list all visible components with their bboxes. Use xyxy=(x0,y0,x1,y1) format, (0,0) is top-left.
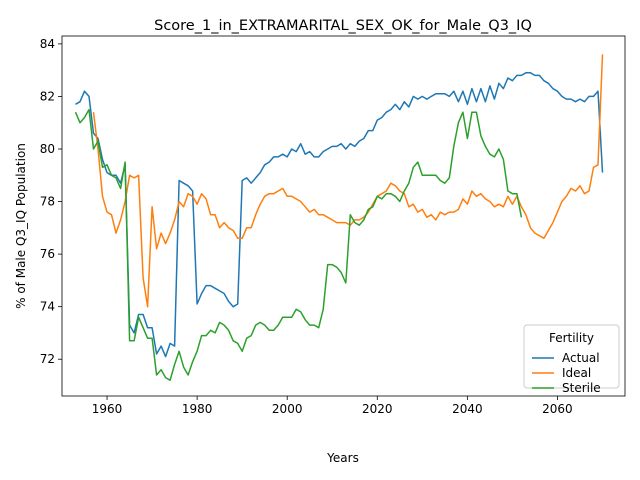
y-tick-label: 82 xyxy=(40,89,55,103)
legend-label-actual: Actual xyxy=(562,351,600,365)
x-tick-label: 2000 xyxy=(272,402,303,416)
y-axis-label: % of Male Q3_IQ Population xyxy=(14,143,28,309)
x-axis-label: Years xyxy=(326,451,359,465)
series-line-sterile xyxy=(74,108,523,381)
chart-title: Score_1_in_EXTRAMARITAL_SEX_OK_for_Male_… xyxy=(154,18,532,34)
axes-frame xyxy=(61,35,626,397)
legend-label-sterile: Sterile xyxy=(562,381,601,395)
y-tick-label: 74 xyxy=(40,300,55,314)
y-tick-label: 78 xyxy=(40,195,55,209)
y-tick-label: 80 xyxy=(40,142,55,156)
legend-label-ideal: Ideal xyxy=(562,366,591,380)
x-tick-label: 2060 xyxy=(542,402,573,416)
x-tick-label: 2020 xyxy=(362,402,393,416)
x-tick-label: 1980 xyxy=(182,402,213,416)
y-tick-label: 84 xyxy=(40,37,55,51)
plot-area: 1960 1980 2000 2020 2040 2060 72 74 76 78 80 82 84 xyxy=(40,35,626,416)
y-tick-label: 76 xyxy=(40,247,55,261)
x-tick-label: 1960 xyxy=(92,402,123,416)
y-tick-label: 72 xyxy=(40,352,55,366)
legend-title: Fertility xyxy=(549,331,594,345)
series-line-actual xyxy=(75,72,604,358)
x-tick-label: 2040 xyxy=(452,402,483,416)
